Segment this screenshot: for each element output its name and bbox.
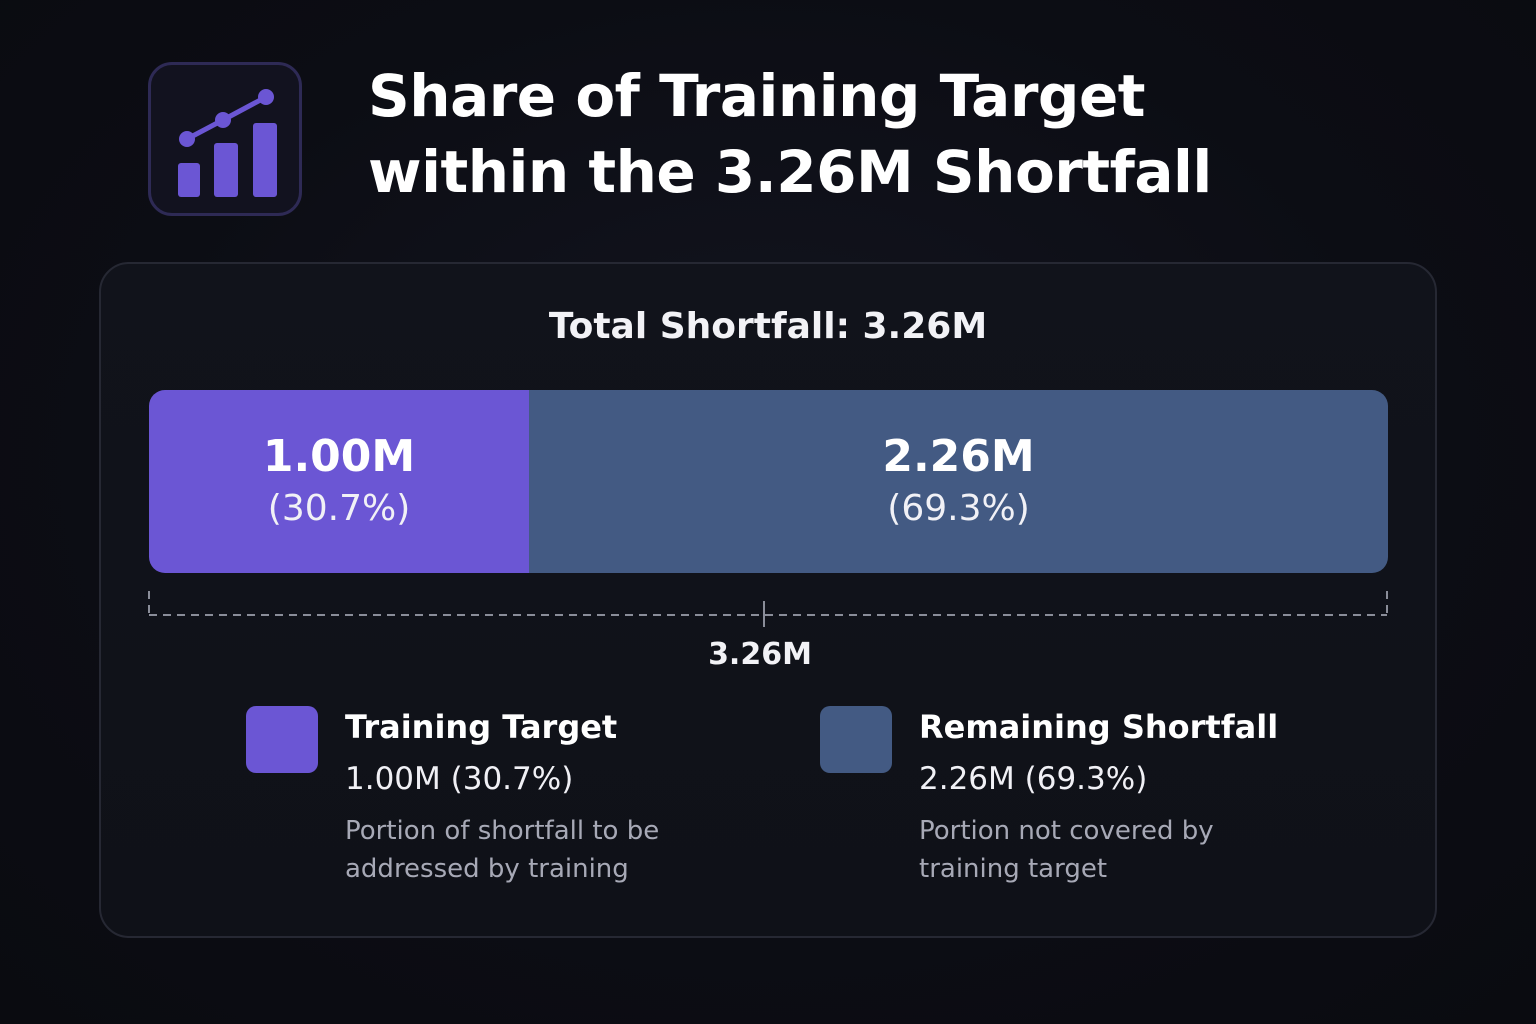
legend-title: Remaining Shortfall [919, 708, 1279, 746]
page-title-line1: Share of Training Target [368, 62, 1146, 130]
bar-segment-remaining-shortfall: 2.26M (69.3%) [529, 390, 1388, 573]
legend-value: 2.26M (69.3%) [919, 761, 1148, 797]
bar-segment-training-target: 1.00M (30.7%) [149, 390, 530, 573]
legend-swatch [246, 706, 318, 773]
segment-value-label: 2.26M [882, 430, 1035, 482]
stacked-bar: 1.00M (30.7%) 2.26M (69.3%) [149, 390, 1388, 573]
chart-card [99, 262, 1437, 938]
total-label: 3.26M [708, 637, 812, 672]
page-title: Share of Training Target within the 3.26… [368, 58, 1468, 210]
segment-percent-label: (30.7%) [267, 487, 411, 529]
legend-description: Portion of shortfall to be addressed by … [345, 816, 660, 884]
chart-title: Total Shortfall: 3.26M [548, 306, 988, 347]
legend-title: Training Target [345, 708, 618, 746]
page-title-line2: within the 3.26M Shortfall [368, 138, 1212, 206]
legend-description: Portion not covered by training target [919, 816, 1214, 884]
total-bracket [148, 591, 1388, 627]
legend-value: 1.00M (30.7%) [345, 761, 574, 797]
segment-percent-label: (69.3%) [887, 487, 1030, 529]
legend-swatch [820, 706, 892, 773]
segment-value-label: 1.00M [262, 430, 416, 482]
bar-line-chart-icon [148, 62, 302, 216]
